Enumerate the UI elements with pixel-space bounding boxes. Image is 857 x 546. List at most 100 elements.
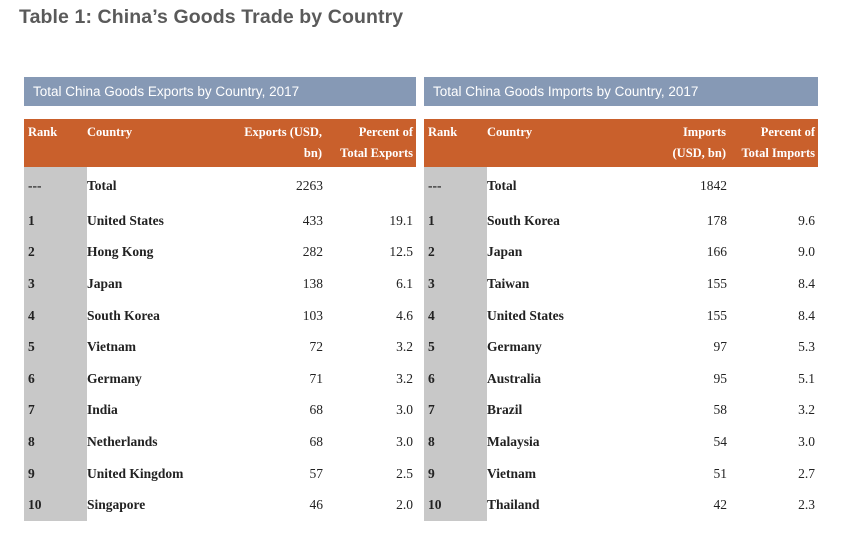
table-row: 3 Japan 138 6.1 [24,268,416,300]
value-cell: 72 [309,339,324,355]
imports-value-header-line2: (USD, bn) [672,146,727,160]
table-row: 10 Thailand 42 2.3 [424,489,818,521]
pct-cell: 6.1 [396,275,413,291]
country-cell: United States [487,307,564,323]
rank-header: Rank [24,119,87,167]
exports-table: Rank Country Exports (USD, bn) Percent of… [24,119,416,521]
rank-cell: --- [24,167,87,205]
rank-header: Rank [424,119,487,167]
value-cell: 71 [309,370,324,386]
value-cell: 1842 [700,178,727,193]
country-cell: Japan [87,275,123,291]
rank-cell: 8 [424,426,487,458]
country-cell: Germany [487,339,542,355]
table-row: 7 Brazil 58 3.2 [424,394,818,427]
country-cell: Hong Kong [87,244,154,260]
imports-value-header-line1: Imports [682,125,726,139]
value-cell: 282 [302,244,323,260]
country-cell: Vietnam [87,339,136,355]
exports-pct-header-line2: Total Exports [340,146,413,160]
country-cell: Total [487,178,517,193]
table-row: 4 United States 155 8.4 [424,299,818,332]
country-cell: Australia [487,370,541,386]
country-cell: Netherlands [87,433,158,449]
rank-cell: 1 [24,205,87,237]
page-title: Table 1: China’s Goods Trade by Country [19,6,404,28]
pct-cell: 2.5 [396,465,413,481]
exports-value-header-line2: bn) [303,146,322,160]
country-cell: Germany [87,370,142,386]
pct-cell: 5.3 [798,339,815,355]
country-cell: South Korea [87,307,160,323]
country-cell: Japan [487,244,523,260]
table-row: 9 Vietnam 51 2.7 [424,457,818,490]
rank-cell: 7 [424,394,487,427]
pct-cell: 12.5 [389,244,413,260]
pct-cell: 2.3 [798,497,815,513]
pct-cell: 3.0 [396,433,413,449]
value-cell: 68 [309,402,324,418]
country-cell: United Kingdom [87,465,184,481]
table-row: 5 Vietnam 72 3.2 [24,331,416,363]
pct-cell: 4.6 [396,307,413,323]
imports-total-row: --- Total 1842 [424,167,818,205]
exports-value-header-line1: Exports (USD, [244,125,322,139]
table-row: 7 India 68 3.0 [24,394,416,427]
exports-panel: Total China Goods Exports by Country, 20… [24,77,416,521]
country-cell: Malaysia [487,433,540,449]
table-row: 6 Australia 95 5.1 [424,362,818,395]
rank-cell: 8 [24,426,87,458]
country-cell: Singapore [87,497,146,513]
value-cell: 54 [713,433,728,449]
country-cell: South Korea [487,212,560,228]
imports-table: Rank Country Imports (USD, bn) Percent of… [424,119,818,521]
rank-cell: 3 [424,268,487,300]
value-cell: 103 [302,307,323,323]
table-row: 10 Singapore 46 2.0 [24,489,416,521]
rank-cell: 4 [24,299,87,332]
pct-cell: 3.0 [798,433,815,449]
country-header: Country [487,119,627,167]
exports-pct-header-line1: Percent of [358,125,413,139]
country-cell: Brazil [487,402,523,418]
rank-cell: 9 [424,457,487,490]
imports-value-header: Imports (USD, bn) [627,119,727,167]
rank-cell: 1 [424,205,487,237]
value-cell: 68 [309,433,324,449]
rank-cell: 9 [24,457,87,490]
pct-cell: 8.4 [798,307,815,323]
table-row: 2 Japan 166 9.0 [424,236,818,269]
table-row: 4 South Korea 103 4.6 [24,299,416,332]
table-row: 2 Hong Kong 282 12.5 [24,236,416,269]
pct-cell [727,167,818,205]
value-cell: 42 [713,497,728,513]
country-cell: Thailand [487,497,540,513]
value-cell: 155 [706,275,727,291]
pct-cell: 8.4 [798,275,815,291]
pct-cell [323,167,416,205]
country-cell: Taiwan [487,275,530,291]
imports-pct-header-line2: Total Imports [741,146,815,160]
imports-header-row: Rank Country Imports (USD, bn) Percent of… [424,119,818,167]
imports-banner: Total China Goods Imports by Country, 20… [424,77,818,106]
rank-cell: 6 [424,362,487,395]
rank-cell: 6 [24,362,87,395]
pct-cell: 19.1 [389,212,413,228]
value-cell: 433 [302,212,323,228]
rank-cell: 3 [24,268,87,300]
value-cell: 97 [713,339,728,355]
rank-cell: 5 [24,331,87,363]
country-cell: Total [87,178,117,193]
value-cell: 178 [706,212,727,228]
imports-pct-header: Percent of Total Imports [727,119,818,167]
value-cell: 51 [713,465,728,481]
country-cell: Vietnam [487,465,536,481]
pct-cell: 3.0 [396,402,413,418]
table-row: 8 Malaysia 54 3.0 [424,426,818,458]
exports-header-row: Rank Country Exports (USD, bn) Percent of… [24,119,416,167]
value-cell: 46 [309,497,324,513]
value-cell: 138 [302,275,323,291]
country-cell: United States [87,212,164,228]
pct-cell: 3.2 [396,339,413,355]
rank-cell: 10 [424,489,487,521]
